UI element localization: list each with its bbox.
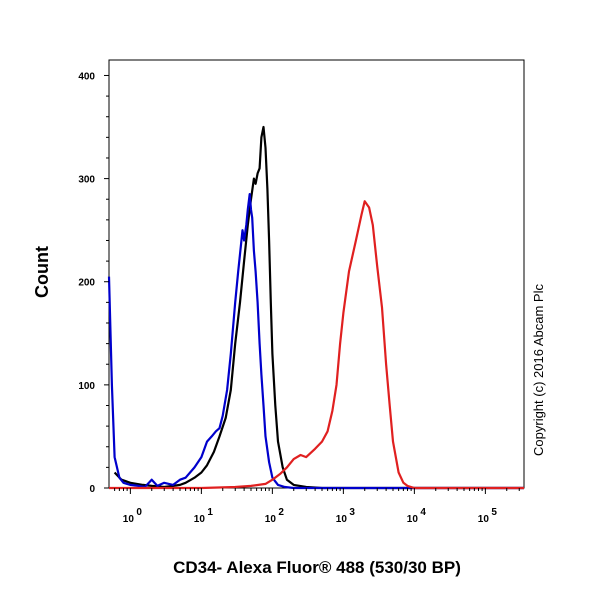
series-line-3 <box>109 200 524 490</box>
x-tick-label: 10 <box>123 514 135 525</box>
x-tick-label: 10 <box>265 514 277 525</box>
y-tick-label: 0 <box>89 484 95 495</box>
x-tick-exponent: 2 <box>278 507 284 518</box>
x-axis-title: CD34- Alexa Fluor® 488 (530/30 BP) <box>173 558 461 577</box>
series-line-1 <box>113 125 524 490</box>
x-tick-exponent: 5 <box>491 507 497 518</box>
x-tick-exponent: 0 <box>136 507 142 518</box>
x-tick-label: 10 <box>336 514 348 525</box>
y-axis: 0 100 200 300 400 <box>78 71 109 495</box>
y-tick-label: 300 <box>78 175 95 186</box>
y-tick-label: 100 <box>78 381 95 392</box>
x-tick-label: 10 <box>478 514 490 525</box>
y-tick-label: 400 <box>78 71 95 82</box>
y-axis-title: Count <box>32 246 52 298</box>
plot-area <box>108 59 525 489</box>
y-tick-label: 200 <box>78 278 95 289</box>
x-tick-exponent: 3 <box>349 507 355 518</box>
copyright-text: Copyright (c) 2016 Abcam Plc <box>531 284 546 456</box>
x-tick-exponent: 4 <box>420 507 426 518</box>
series-layer <box>107 125 524 490</box>
x-tick-exponent: 1 <box>207 507 213 518</box>
x-tick-label: 10 <box>194 514 206 525</box>
x-tick-label: 10 <box>407 514 419 525</box>
series-line-2 <box>107 193 524 490</box>
